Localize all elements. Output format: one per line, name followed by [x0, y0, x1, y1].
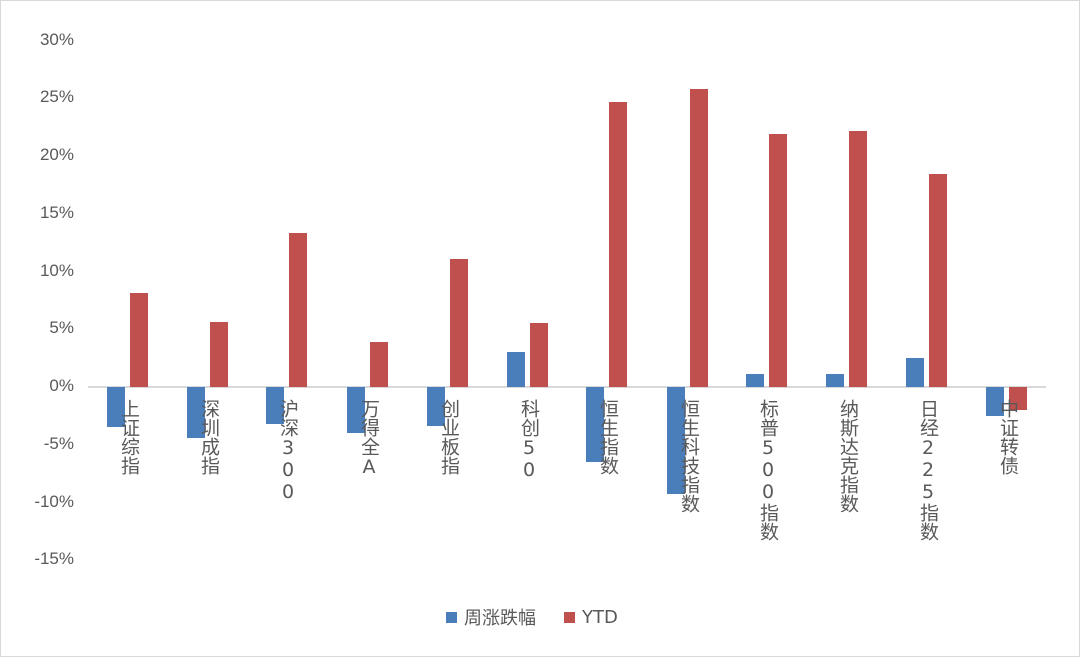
category-label: 标普500指数 [757, 399, 779, 541]
bar-weekly-change [187, 387, 205, 438]
category-label: 纳斯达克指数 [837, 399, 859, 513]
category-label: 中证转债 [997, 399, 1019, 475]
category-label: 万得全A [358, 399, 380, 478]
y-tick-label: -10% [34, 491, 74, 511]
bar-ytd [769, 134, 787, 387]
bar-weekly-change [906, 358, 924, 387]
bar-weekly-change [667, 387, 685, 495]
bar-ytd [1009, 387, 1027, 411]
category-label: 恒生科技指数 [678, 399, 700, 513]
bar-ytd [849, 130, 867, 387]
bar-weekly-change [986, 387, 1004, 416]
y-tick-label: -15% [34, 549, 74, 569]
bar-weekly-change [347, 387, 365, 434]
y-tick-label: 10% [39, 260, 74, 280]
bar-weekly-change [107, 387, 125, 428]
y-tick-label: 5% [49, 318, 74, 338]
y-tick-label: -5% [43, 433, 74, 453]
bar-weekly-change [266, 387, 284, 424]
bar-ytd [690, 89, 708, 387]
bar-weekly-change [586, 387, 604, 463]
legend-swatch-red-icon [564, 611, 575, 623]
bar-ytd [929, 174, 947, 387]
legend-label: YTD [582, 606, 618, 628]
legend-item-weekly: 周涨跌幅 [446, 604, 536, 630]
y-tick-label: 20% [39, 145, 74, 164]
y-tick-label: 30% [39, 29, 74, 49]
bar-ytd [289, 233, 307, 387]
y-tick-label: 0% [49, 376, 74, 395]
bar-ytd [530, 323, 548, 387]
category-label: 沪深300 [277, 399, 299, 503]
bar-weekly-change [746, 374, 764, 387]
bar-ytd [130, 293, 148, 387]
category-label: 上证综指 [118, 399, 140, 475]
category-label: 恒生指数 [597, 399, 619, 475]
category-label: 深圳成指 [198, 399, 220, 475]
category-label: 创业板指 [438, 399, 460, 475]
bar-weekly-change [427, 387, 445, 427]
bar-ytd [450, 258, 468, 387]
category-label: 日经225指数 [917, 399, 939, 541]
legend-label: 周涨跌幅 [464, 608, 536, 629]
bar-ytd [609, 101, 627, 387]
zero-axis-line [88, 386, 1046, 388]
y-tick-label: 15% [39, 202, 74, 222]
bar-ytd [210, 322, 228, 387]
legend-item-ytd: YTD [564, 607, 618, 628]
category-label: 科创50 [518, 399, 540, 481]
bar-weekly-change [826, 374, 844, 387]
bar-weekly-change [507, 352, 525, 387]
bar-ytd [370, 341, 388, 387]
y-tick-label: 25% [39, 87, 74, 107]
legend-swatch-blue-icon [446, 611, 457, 623]
legend: 周涨跌幅 YTD [446, 604, 646, 630]
